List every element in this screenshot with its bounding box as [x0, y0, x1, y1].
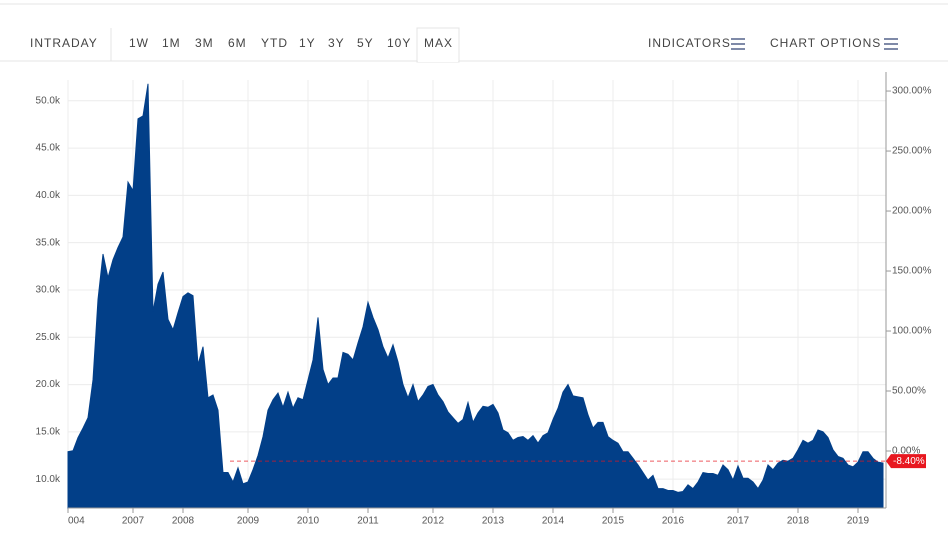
range-button[interactable]: MAX [424, 36, 453, 50]
x-tick-label: 2008 [172, 516, 195, 527]
y-tick-label: 15.0k [36, 426, 61, 437]
x-tick-label: 2009 [237, 516, 260, 527]
x-tick-label: 2019 [847, 516, 870, 527]
area [67, 83, 884, 509]
y-tick-label: 50.0k [36, 95, 61, 106]
x-tick-label: 2013 [482, 516, 505, 527]
x-tick-label: 2010 [297, 516, 320, 527]
change-label: -8.40% [893, 456, 925, 467]
chart-options-button[interactable]: CHART OPTIONS [770, 36, 881, 50]
y2-tick-label: 50.00% [892, 386, 926, 397]
y2-tick-label: 0.00% [892, 446, 920, 457]
range-button[interactable]: 10Y [387, 36, 411, 50]
y-tick-label: 40.0k [36, 190, 61, 201]
x-tick-label: 2015 [602, 516, 625, 527]
x-tick-label: 2018 [787, 516, 810, 527]
y-tick-label: 30.0k [36, 285, 61, 296]
x-tick-label: 2011 [357, 516, 379, 527]
range-button[interactable]: 3Y [328, 36, 345, 50]
change-badge [886, 454, 926, 469]
y2-tick-label: 300.00% [892, 86, 932, 97]
x-tick-label: 2016 [662, 516, 685, 527]
y2-tick-label: 250.00% [892, 146, 932, 157]
x-tick-label: 004 [68, 516, 85, 527]
indicators-button[interactable]: INDICATORS [648, 36, 731, 50]
x-tick-label: 2017 [727, 516, 750, 527]
y-tick-label: 45.0k [36, 143, 61, 154]
range-button[interactable]: 5Y [357, 36, 374, 50]
range-button[interactable]: 1M [162, 36, 181, 50]
range-button[interactable]: 1Y [299, 36, 316, 50]
range-button[interactable]: 1W [129, 36, 149, 50]
y-tick-label: 20.0k [36, 379, 61, 390]
selected-range-box [416, 27, 460, 63]
x-tick-label: 2012 [422, 516, 445, 527]
range-button[interactable]: YTD [261, 36, 288, 50]
y-tick-label: 10.0k [36, 474, 61, 485]
range-button[interactable]: INTRADAY [30, 36, 98, 50]
x-tick-label: 2007 [122, 516, 145, 527]
y-tick-label: 25.0k [36, 332, 61, 343]
y2-tick-label: 150.00% [892, 266, 932, 277]
x-tick-label: 2014 [542, 516, 565, 527]
y2-tick-label: 200.00% [892, 206, 932, 217]
range-button[interactable]: 3M [195, 36, 214, 50]
y-tick-label: 35.0k [36, 237, 61, 248]
y2-tick-label: 100.00% [892, 326, 932, 337]
range-button[interactable]: 6M [228, 36, 247, 50]
